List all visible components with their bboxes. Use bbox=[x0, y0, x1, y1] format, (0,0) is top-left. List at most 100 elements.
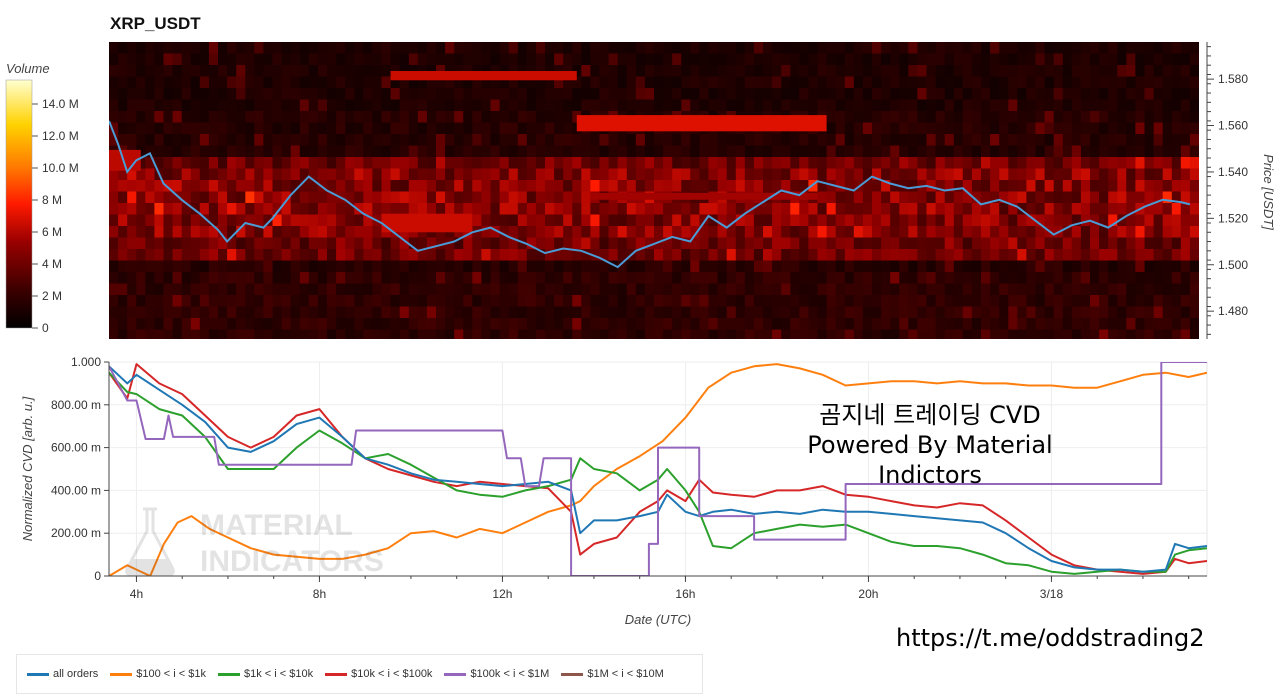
heatmap-cell bbox=[1099, 53, 1109, 65]
heatmap-cell bbox=[908, 180, 918, 192]
heatmap-cell bbox=[1171, 226, 1182, 238]
heatmap-cell bbox=[163, 134, 174, 146]
heatmap-cell bbox=[772, 249, 782, 261]
heatmap-cell bbox=[508, 249, 519, 261]
heatmap-cell bbox=[199, 111, 210, 123]
legend-item[interactable]: $1M < i < $10M bbox=[561, 668, 664, 680]
heatmap-cell bbox=[717, 88, 728, 100]
heatmap-cell bbox=[1189, 237, 1199, 249]
heatmap-cell bbox=[971, 318, 982, 330]
heatmap-cell bbox=[463, 191, 473, 203]
heatmap-cell bbox=[1099, 283, 1109, 295]
heatmap-cell bbox=[962, 65, 973, 77]
heatmap-cell bbox=[345, 157, 355, 169]
heatmap-cell bbox=[354, 122, 364, 134]
heatmap-cell bbox=[962, 134, 973, 146]
heatmap-cell bbox=[1144, 157, 1155, 169]
heatmap-cell bbox=[1180, 157, 1191, 169]
legend-item[interactable]: $1k < i < $10k bbox=[217, 668, 313, 680]
heatmap-cell bbox=[644, 76, 655, 88]
heatmap-cell bbox=[926, 134, 937, 146]
heatmap-cell bbox=[172, 260, 183, 272]
heatmap-cell bbox=[681, 226, 691, 238]
heatmap-cell bbox=[436, 341, 446, 353]
heatmap-cell bbox=[790, 99, 800, 111]
heatmap-cell bbox=[173, 341, 183, 353]
heatmap-cell bbox=[245, 283, 255, 295]
heatmap-cell bbox=[1117, 157, 1127, 169]
heatmap-cell bbox=[563, 214, 573, 226]
heatmap-cell bbox=[790, 145, 800, 157]
heatmap-cell bbox=[345, 88, 355, 100]
heatmap-cell bbox=[263, 76, 274, 88]
heatmap-cell bbox=[908, 76, 918, 88]
heatmap-cell bbox=[890, 191, 900, 203]
heatmap-cell bbox=[772, 329, 782, 339]
heatmap-cell bbox=[836, 341, 846, 353]
heatmap-cell bbox=[999, 214, 1009, 226]
heatmap-cell bbox=[672, 318, 682, 330]
heatmap-cell bbox=[190, 122, 201, 134]
heatmap-cell bbox=[790, 214, 800, 226]
heatmap-cell bbox=[290, 111, 301, 123]
heatmap-cell bbox=[245, 65, 255, 77]
heatmap-cell bbox=[190, 111, 201, 123]
heatmap-cell bbox=[199, 157, 210, 169]
heatmap-cell bbox=[772, 99, 782, 111]
heatmap-cell bbox=[781, 145, 791, 157]
heatmap-cell bbox=[354, 168, 364, 180]
heatmap-cell bbox=[890, 295, 900, 307]
heatmap-cell bbox=[254, 99, 264, 111]
heatmap-cell bbox=[890, 203, 900, 215]
heatmap-cell bbox=[454, 341, 464, 353]
heatmap-cell bbox=[971, 203, 982, 215]
legend-item[interactable]: $100k < i < $1M bbox=[444, 668, 549, 680]
heatmap-cell bbox=[363, 191, 373, 203]
heatmap-cell bbox=[218, 180, 228, 192]
heatmap-cell bbox=[1017, 145, 1027, 157]
heatmap-cell bbox=[190, 226, 201, 238]
heatmap-cell bbox=[1044, 168, 1055, 180]
heatmap-cell bbox=[844, 249, 855, 261]
legend-item[interactable]: $100 < i < $1k bbox=[110, 668, 206, 680]
heatmap-cell bbox=[1162, 99, 1173, 111]
heatmap-cell bbox=[1126, 88, 1136, 100]
telegram-link[interactable]: https://t.me/oddstrading2 bbox=[896, 624, 1205, 652]
heatmap-cell bbox=[145, 214, 155, 226]
heatmap-cell bbox=[118, 134, 128, 146]
heatmap-cell bbox=[572, 99, 582, 111]
heatmap-cell bbox=[526, 226, 537, 238]
heatmap-cell bbox=[227, 53, 237, 65]
legend-item[interactable]: $10k < i < $100k bbox=[325, 668, 432, 680]
heatmap-cell bbox=[1135, 168, 1146, 180]
heatmap-cell bbox=[127, 214, 137, 226]
heatmap-cell bbox=[681, 306, 691, 318]
heatmap-cell bbox=[472, 260, 482, 272]
heatmap-cell bbox=[953, 99, 964, 111]
heatmap-cell bbox=[644, 180, 655, 192]
heatmap-cell bbox=[118, 306, 128, 318]
heatmap-cell bbox=[1062, 111, 1073, 123]
heatmap-cell bbox=[1080, 168, 1091, 180]
heatmap-cell bbox=[408, 203, 419, 215]
heatmap-cell bbox=[263, 329, 274, 339]
heatmap-cell bbox=[272, 111, 283, 123]
heatmap-cell bbox=[1090, 99, 1100, 111]
heatmap-cell bbox=[962, 111, 973, 123]
heatmap-cell bbox=[281, 122, 292, 134]
heatmap-cell bbox=[826, 99, 837, 111]
heatmap-cell bbox=[826, 214, 837, 226]
heatmap-cell bbox=[136, 53, 146, 65]
heatmap-cell bbox=[899, 295, 909, 307]
heatmap-cell bbox=[218, 42, 228, 54]
heatmap-cell bbox=[363, 65, 373, 77]
heatmap-cell bbox=[327, 99, 337, 111]
heatmap-cell bbox=[1008, 260, 1018, 272]
heatmap-cell bbox=[1008, 214, 1018, 226]
heatmap-cell bbox=[626, 318, 637, 330]
heatmap-cell bbox=[726, 65, 737, 77]
heatmap-cell bbox=[826, 295, 837, 307]
legend-item[interactable]: all orders bbox=[27, 668, 98, 680]
heatmap-cell bbox=[154, 76, 165, 88]
heatmap-cell bbox=[390, 191, 401, 203]
